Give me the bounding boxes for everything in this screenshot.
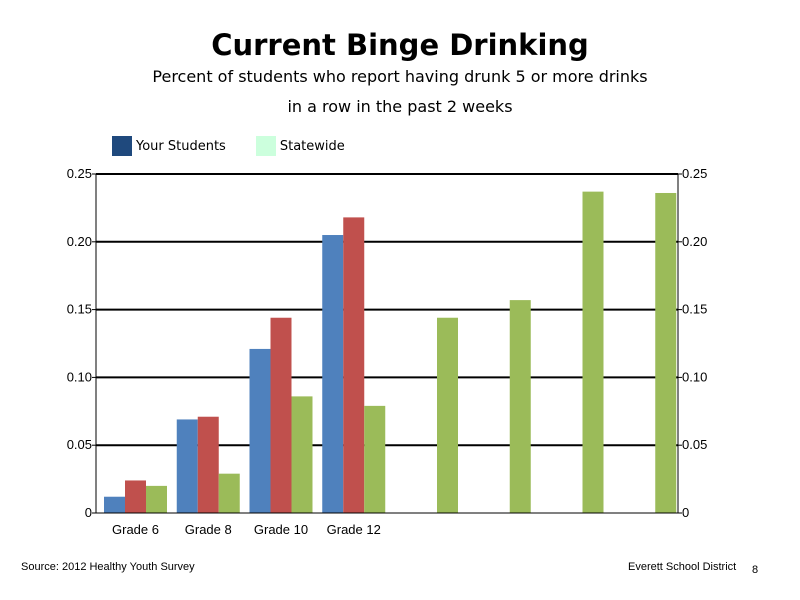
x-tick-label: Grade 12 [327, 522, 381, 537]
x-tick-label: Grade 10 [254, 522, 308, 537]
bar [364, 405, 386, 513]
legend-swatch-statewide [255, 136, 276, 156]
bars [104, 191, 677, 514]
y2-tick-label: 0.10 [682, 369, 707, 384]
y-tick-label: 0 [85, 505, 92, 520]
bar [270, 317, 292, 513]
legend-swatch-your-students [112, 136, 132, 156]
axis-labels: 0 0 0.05 0.05 0.10 0.10 0.15 0.15 0.20 0.20 0.25 0.… [67, 166, 708, 537]
bar [104, 496, 125, 513]
y2-tick-label: 0.20 [682, 234, 707, 249]
x-tick-label: Grade 6 [112, 522, 159, 537]
bar [249, 348, 271, 513]
y-tick-label: 0.15 [67, 302, 92, 317]
x-tick-label: Grade 8 [185, 522, 232, 537]
bar [343, 217, 365, 513]
page-title: Current Binge Drinking [211, 28, 589, 62]
y2-tick-label: 0 [682, 505, 689, 520]
y-tick-label: 0.25 [67, 166, 92, 181]
bar [582, 191, 604, 514]
bar [437, 317, 458, 513]
legend-item-statewide: Statewide [255, 136, 345, 156]
chart-legend: Your Students Statewide [112, 136, 371, 156]
bar [218, 473, 240, 513]
y2-tick-label: 0.25 [682, 166, 707, 181]
source-note: Source: 2012 Healthy Youth Survey [21, 561, 195, 573]
y-tick-label: 0.20 [67, 234, 92, 249]
y2-tick-label: 0.05 [682, 437, 707, 452]
y-tick-label: 0.05 [67, 437, 92, 452]
bar [197, 416, 219, 513]
bar [125, 480, 146, 513]
subtitle-line-1: Percent of students who report having dr… [152, 67, 648, 86]
bar [655, 192, 677, 513]
page-number: 8 [752, 564, 759, 576]
y-tick-label: 0.10 [67, 369, 92, 384]
axes [92, 173, 682, 514]
legend-label-statewide: Statewide [279, 138, 345, 154]
legend-item-your-students: Your Students [112, 136, 226, 156]
legend-label-your-students: Your Students [136, 138, 226, 154]
bar [146, 485, 167, 513]
bar [176, 419, 198, 513]
organization-name: Everett School District [628, 561, 737, 573]
y2-tick-label: 0.15 [682, 302, 707, 317]
bar [291, 396, 313, 513]
bar [322, 235, 344, 513]
subtitle-line-2: in a row in the past 2 weeks [287, 97, 513, 116]
bar [509, 300, 531, 513]
